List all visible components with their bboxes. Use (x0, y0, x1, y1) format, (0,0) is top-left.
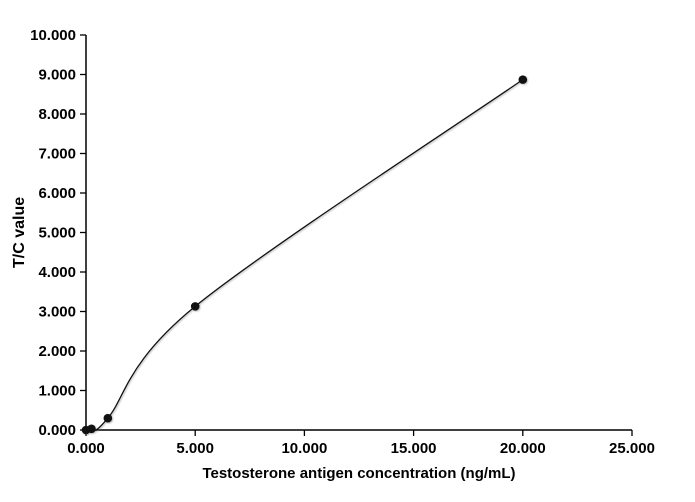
y-tick-label: 9.000 (38, 67, 76, 84)
y-tick-label: 1.000 (38, 383, 76, 400)
data-point-marker (518, 75, 528, 84)
y-tick-label: 0.000 (38, 422, 76, 439)
x-tick-label: 15.000 (391, 440, 437, 457)
x-tick-label: 25.000 (609, 440, 655, 457)
data-point-marker (103, 413, 113, 423)
x-tick-label: 10.000 (281, 440, 327, 457)
data-point-marker (87, 424, 96, 434)
x-tick-label: 20.000 (500, 440, 546, 457)
y-tick-label: 4.000 (38, 264, 76, 281)
y-tick-label: 10.000 (30, 27, 76, 44)
series-line (85, 79, 524, 432)
y-tick-label: 3.000 (38, 304, 76, 321)
x-tick-label: 5.000 (176, 440, 214, 457)
y-tick-label: 5.000 (38, 225, 76, 242)
x-axis-title: Testosterone antigen concentration (ng/m… (202, 465, 516, 482)
y-tick-label: 6.000 (38, 185, 76, 202)
data-series (81, 75, 528, 435)
y-tick-label: 7.000 (38, 146, 76, 163)
x-tick-label: 0.000 (67, 440, 105, 457)
y-tick-label: 8.000 (38, 106, 76, 123)
y-axis-title: T/C value (11, 196, 28, 269)
data-point-marker (190, 302, 200, 311)
y-tick-label: 2.000 (38, 343, 76, 360)
